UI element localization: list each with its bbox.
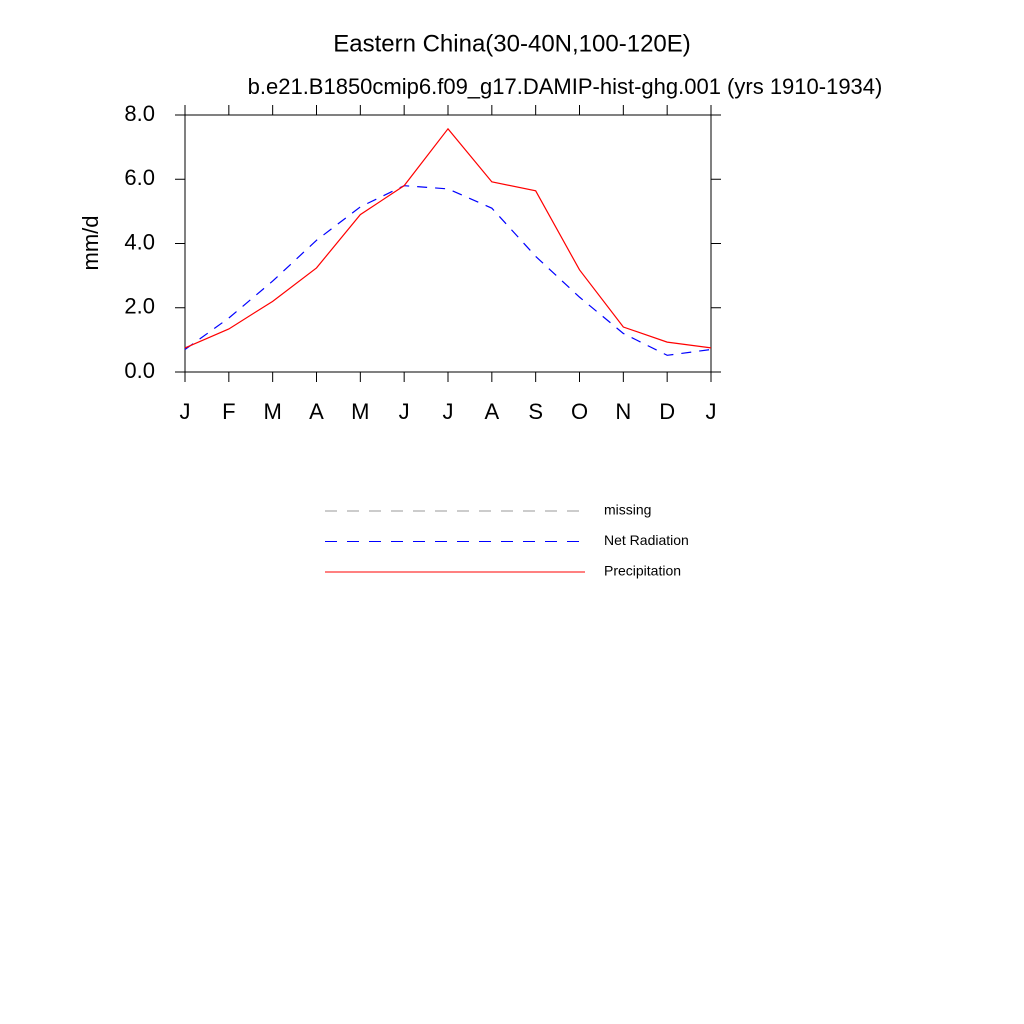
x-tick-label: M — [264, 399, 282, 424]
x-tick-label: D — [659, 399, 675, 424]
series-line — [184, 185, 712, 356]
x-tick-label: O — [571, 399, 588, 424]
x-tick-label: J — [180, 399, 191, 424]
plot-frame — [184, 114, 712, 373]
x-tick-label: J — [443, 399, 454, 424]
y-tick-label: 4.0 — [124, 229, 155, 254]
chart-subtitle: b.e21.B1850cmip6.f09_g17.DAMIP-hist-ghg.… — [248, 74, 883, 99]
x-tick-label: S — [528, 399, 543, 424]
x-tick-label: J — [399, 399, 410, 424]
x-tick-label: N — [615, 399, 631, 424]
y-tick-label: 0.0 — [124, 358, 155, 383]
y-tick-label: 2.0 — [124, 294, 155, 319]
legend-label: Net Radiation — [604, 532, 689, 548]
x-tick-label: A — [484, 399, 499, 424]
series-line — [184, 127, 712, 349]
chart-title: Eastern China(30-40N,100-120E) — [333, 30, 691, 57]
x-tick-label: J — [706, 399, 717, 424]
y-tick-label: 8.0 — [124, 101, 155, 126]
legend-label: Precipitation — [604, 563, 681, 579]
x-tick-label: A — [309, 399, 324, 424]
x-tick-label: F — [222, 399, 235, 424]
y-tick-label: 6.0 — [124, 165, 155, 190]
x-tick-label: M — [351, 399, 369, 424]
legend-label: missing — [604, 502, 651, 518]
y-axis-label: mm/d — [78, 216, 103, 271]
